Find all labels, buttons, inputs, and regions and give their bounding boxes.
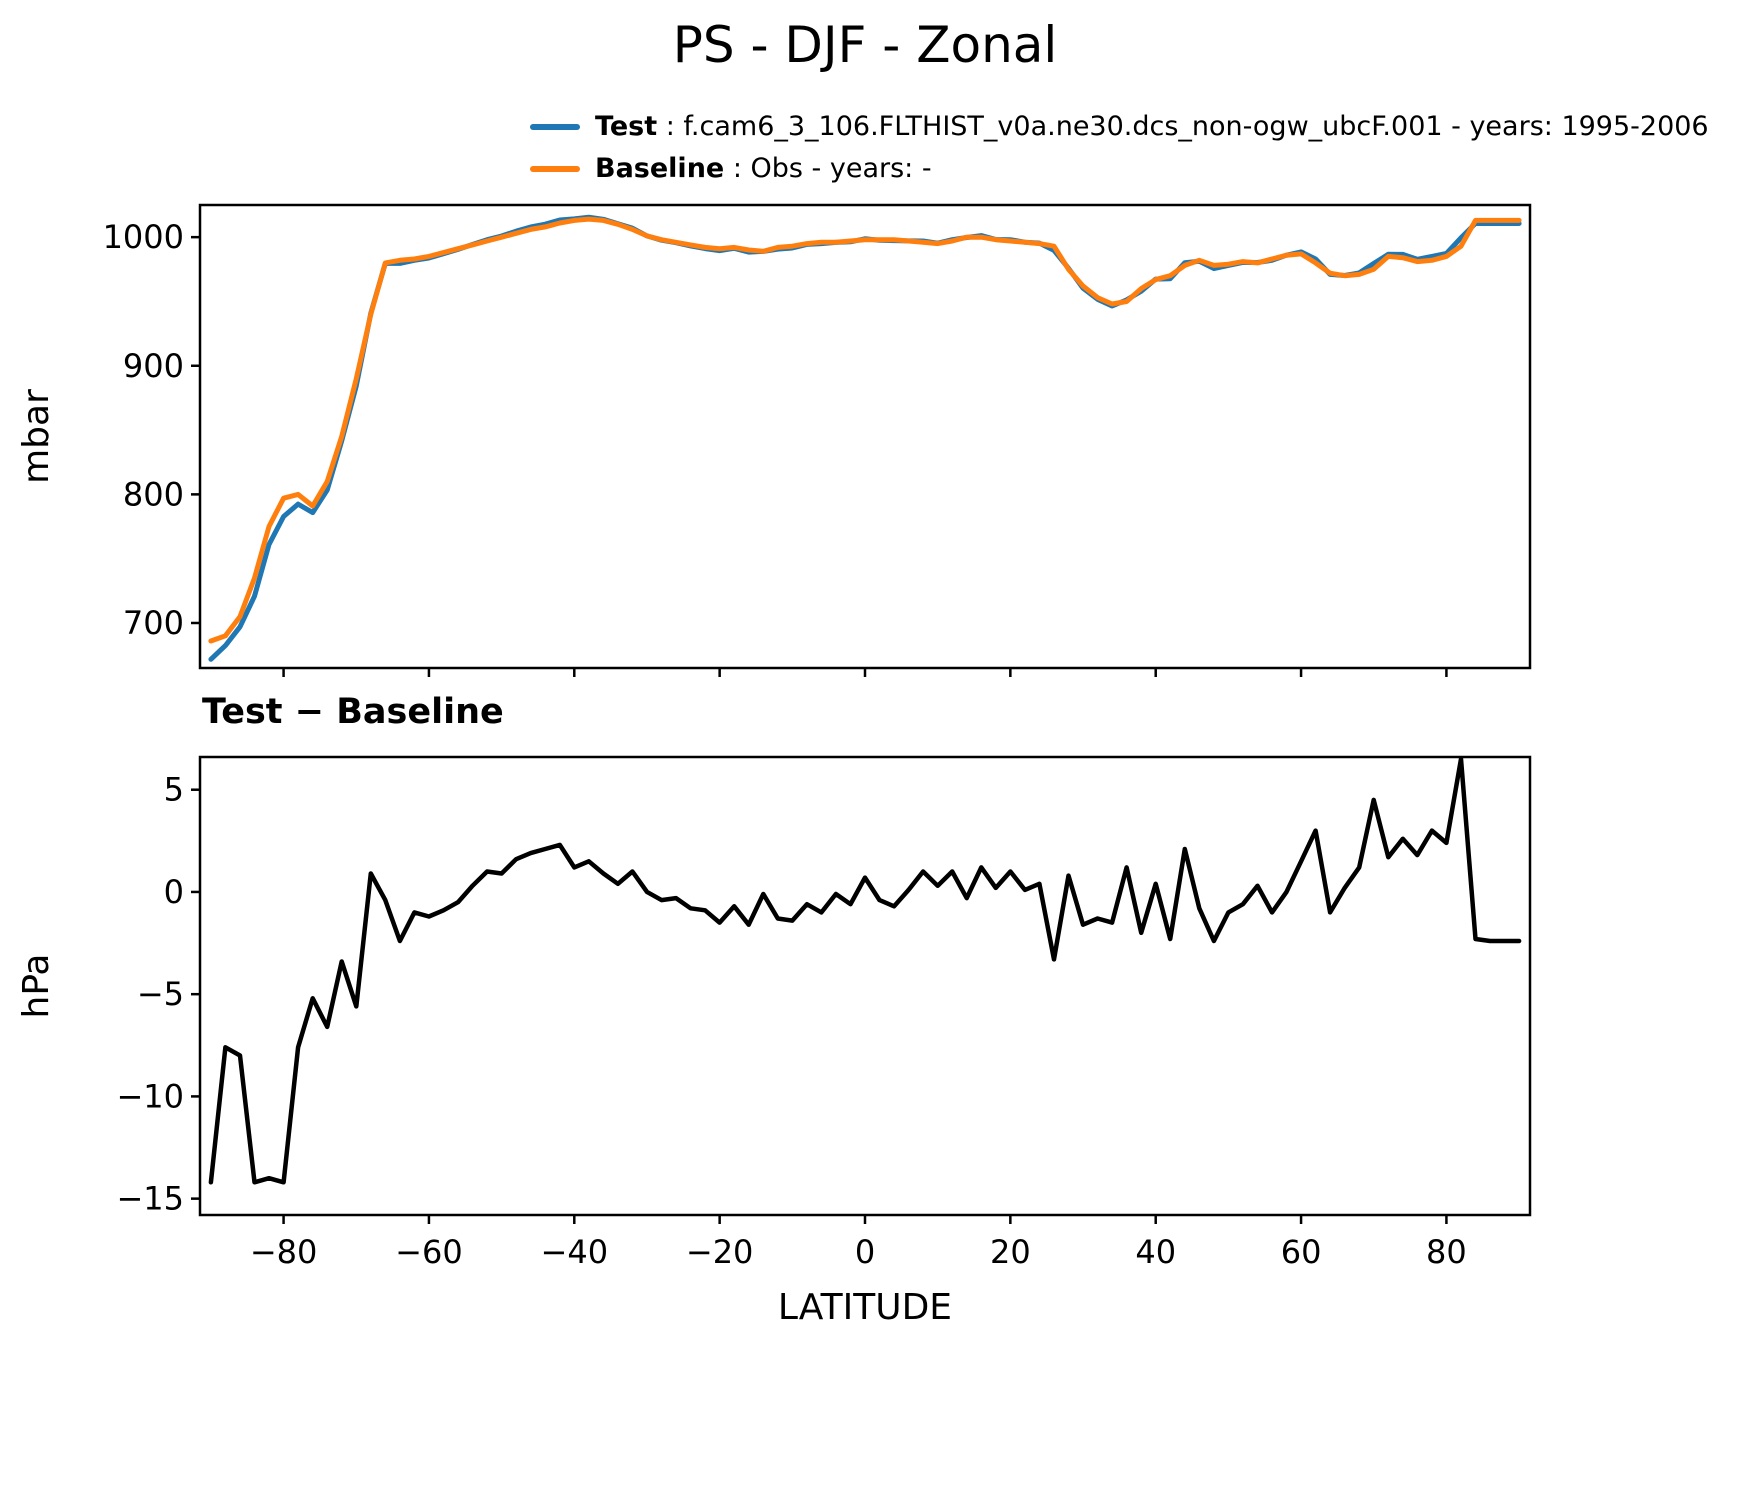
x-tick-label: 60 [1281,1233,1322,1271]
y-axis-label: hPa [16,954,57,1019]
series-test-line [208,214,1522,662]
y-tick-label: 800 [123,475,184,513]
y-tick-label: 700 [123,604,184,642]
y-tick-label: −10 [116,1077,184,1115]
legend-item-baseline: Baseline : Obs - years: - [530,152,1709,185]
pressure-zonal-chart: 700 800 900 1000 mbar [16,203,1532,677]
baseline-line-swatch [530,165,580,172]
legend-test-label: Test [595,111,658,142]
legend-baseline-desc: : Obs - years: - [724,153,932,184]
legend-item-test: Test : f.cam6_3_106.FLTHIST_v0a.ne30.dcs… [530,110,1709,143]
series-baseline-line [208,216,1522,644]
plot-border [198,755,1532,1217]
y-tick-label: −5 [137,975,184,1013]
y-tick-label: 1000 [103,218,184,256]
y-tick-label: 900 [123,347,184,385]
x-tick-label: −60 [395,1233,463,1271]
x-tick-label: −80 [250,1233,318,1271]
y-axis-label: mbar [16,389,57,484]
x-tick-label: −40 [541,1233,609,1271]
x-tick-label: 80 [1426,1233,1467,1271]
test-line-swatch [530,123,580,130]
test-minus-baseline-chart: −80 −60 −40 −20 0 20 40 60 80 −15 −10 −5 0 5 hPa LATITU… [16,755,1532,1328]
legend-baseline-label: Baseline [595,153,725,184]
x-tick-label: −20 [686,1233,754,1271]
y-tick-label: 0 [164,873,184,911]
x-axis-label: LATITUDE [778,1287,952,1328]
y-tick-label: 5 [164,771,184,809]
legend: Test : f.cam6_3_106.FLTHIST_v0a.ne30.dcs… [530,110,1709,185]
y-tick-label: −15 [116,1180,184,1218]
x-tick-label: 0 [855,1233,875,1271]
figure-title: PS - DJF - Zonal [672,16,1058,74]
series-test-baseline-line [208,756,1522,1185]
difference-panel-title: Test − Baseline [202,692,504,732]
x-tick-label: 40 [1135,1233,1176,1271]
x-tick-label: 20 [990,1233,1031,1271]
legend-test-desc: : f.cam6_3_106.FLTHIST_v0a.ne30.dcs_non-… [657,111,1709,142]
